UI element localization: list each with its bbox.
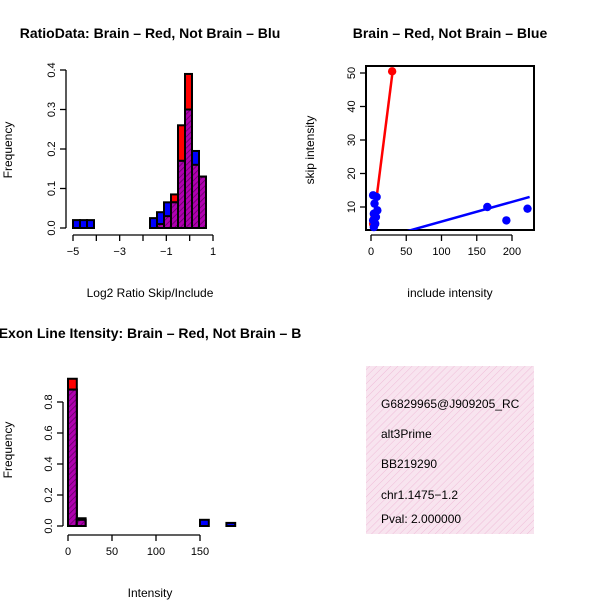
ratio-bar-overlap — [156, 223, 165, 230]
exon-intensity-histogram: Exon Line Itensity: Brain – Red, Not Bra… — [0, 325, 301, 600]
ratio-bar-overlap — [184, 108, 193, 229]
not-brain-point — [370, 199, 379, 208]
scatter-y-axis: 10 20 30 40 50 — [346, 67, 367, 213]
exon-y-label: Frequency — [1, 422, 15, 479]
exon-x-label: Intensity — [128, 586, 173, 600]
ratio-x-tick-label: −5 — [67, 246, 80, 258]
brain-point — [387, 67, 397, 76]
intensity-scatter: Brain – Red, Not Brain – Blue 10 20 30 40 50… — [303, 25, 547, 300]
info-pval: Pval: 2.000000 — [381, 512, 461, 526]
ratio-x-axis: −5 −3 −1 1 — [67, 234, 216, 258]
scatter-x-tick-label: 50 — [400, 246, 412, 258]
ratio-bar-not-brain — [86, 219, 95, 230]
exon-x-tick-label: 50 — [106, 546, 118, 558]
not-brain-point — [523, 204, 532, 213]
exon-y-tick-label: 0.4 — [43, 456, 55, 471]
exon-bar-overlap — [75, 518, 87, 527]
ratio-bar-overlap — [170, 201, 179, 229]
exon-x-tick-label: 0 — [65, 546, 71, 558]
scatter-y-tick-label: 40 — [346, 100, 358, 112]
exon-bar-not-brain — [225, 521, 237, 528]
scatter-x-tick-label: 0 — [368, 246, 374, 258]
ratio-y-label: Frequency — [1, 122, 15, 179]
exon-bars — [67, 377, 237, 528]
info-panel: G6829965@J909205_RC alt3Prime BB219290 c… — [366, 366, 534, 534]
info-location: chr1.1475−1.2 — [381, 488, 458, 502]
ratio-y-tick-label: 0.2 — [46, 141, 58, 156]
not-brain-point — [483, 202, 492, 212]
ratio-x-tick-label: 1 — [210, 246, 216, 258]
not-brain-point — [369, 222, 379, 232]
scatter-x-tick-label: 200 — [503, 246, 521, 258]
scatter-y-label: skip intensity — [303, 116, 317, 185]
info-event-type: alt3Prime — [381, 427, 432, 441]
ratio-bar-overlap — [198, 175, 207, 229]
exon-bar-overlap — [67, 388, 78, 527]
ratio-chart-title: RatioData: Brain – Red, Not Brain – Blu — [20, 25, 281, 41]
exon-x-axis: 0 50 100 150 — [65, 534, 209, 558]
info-background — [366, 366, 534, 534]
scatter-fit-lines — [371, 69, 530, 230]
scatter-y-tick-label: 10 — [346, 201, 358, 213]
scatter-y-tick-label: 30 — [346, 134, 358, 146]
ratio-bar-not-brain — [79, 219, 88, 230]
not-brain-point — [502, 216, 511, 225]
ratio-x-tick-label: −1 — [160, 246, 173, 258]
scatter-x-tick-label: 150 — [468, 246, 486, 258]
exon-chart-title: Exon Line Itensity: Brain – Red, Not Bra… — [0, 325, 301, 341]
ratio-bar-not-brain — [149, 217, 158, 229]
not-brain-point — [372, 192, 381, 202]
exon-y-tick-label: 0.0 — [43, 518, 55, 533]
exon-x-tick-label: 100 — [147, 546, 165, 558]
scatter-y-tick-label: 50 — [346, 67, 358, 79]
exon-y-tick-label: 0.2 — [43, 487, 55, 502]
ratio-bar-overlap — [163, 215, 172, 229]
info-accession: BB219290 — [381, 457, 437, 471]
ratio-y-tick-label: 0.0 — [46, 220, 58, 235]
scatter-x-axis: 0 50 100 150 200 — [368, 234, 521, 258]
not-brain-fit-line — [406, 195, 530, 230]
scatter-x-label: include intensity — [407, 286, 492, 300]
info-exon-id: G6829965@J909205_RC — [381, 397, 520, 411]
exon-y-axis: 0.0 0.2 0.4 0.6 0.8 — [43, 394, 64, 534]
exon-bar-not-brain — [199, 518, 210, 527]
exon-y-tick-label: 0.8 — [43, 394, 55, 409]
exon-x-tick-label: 150 — [191, 546, 209, 558]
ratio-bars — [72, 72, 207, 230]
ratio-bar-not-brain — [72, 219, 81, 230]
scatter-x-tick-label: 100 — [432, 246, 450, 258]
scatter-chart-title: Brain – Red, Not Brain – Blue — [353, 25, 548, 41]
ratio-y-tick-label: 0.1 — [46, 181, 58, 196]
exon-y-tick-label: 0.6 — [43, 425, 55, 440]
ratio-y-tick-label: 0.3 — [46, 102, 58, 117]
ratio-x-label: Log2 Ratio Skip/Include — [87, 286, 214, 300]
ratio-histogram: RatioData: Brain – Red, Not Brain – Blu … — [1, 25, 280, 300]
scatter-points — [368, 67, 532, 232]
ratio-y-tick-label: 0.4 — [46, 62, 58, 77]
ratio-x-tick-label: −3 — [113, 246, 126, 258]
scatter-y-tick-label: 20 — [346, 167, 358, 179]
ratio-bar-overlap — [177, 159, 186, 230]
ratio-bar-overlap — [191, 163, 200, 230]
ratio-y-axis: 0.0 0.1 0.2 0.3 0.4 — [46, 62, 67, 236]
